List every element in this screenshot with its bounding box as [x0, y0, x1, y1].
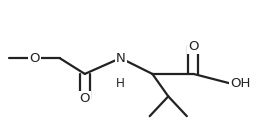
Text: O: O	[80, 93, 90, 105]
Text: O: O	[29, 52, 40, 65]
Text: OH: OH	[231, 77, 251, 90]
Text: N: N	[116, 52, 125, 65]
Text: O: O	[188, 40, 199, 53]
Text: H: H	[116, 77, 125, 89]
